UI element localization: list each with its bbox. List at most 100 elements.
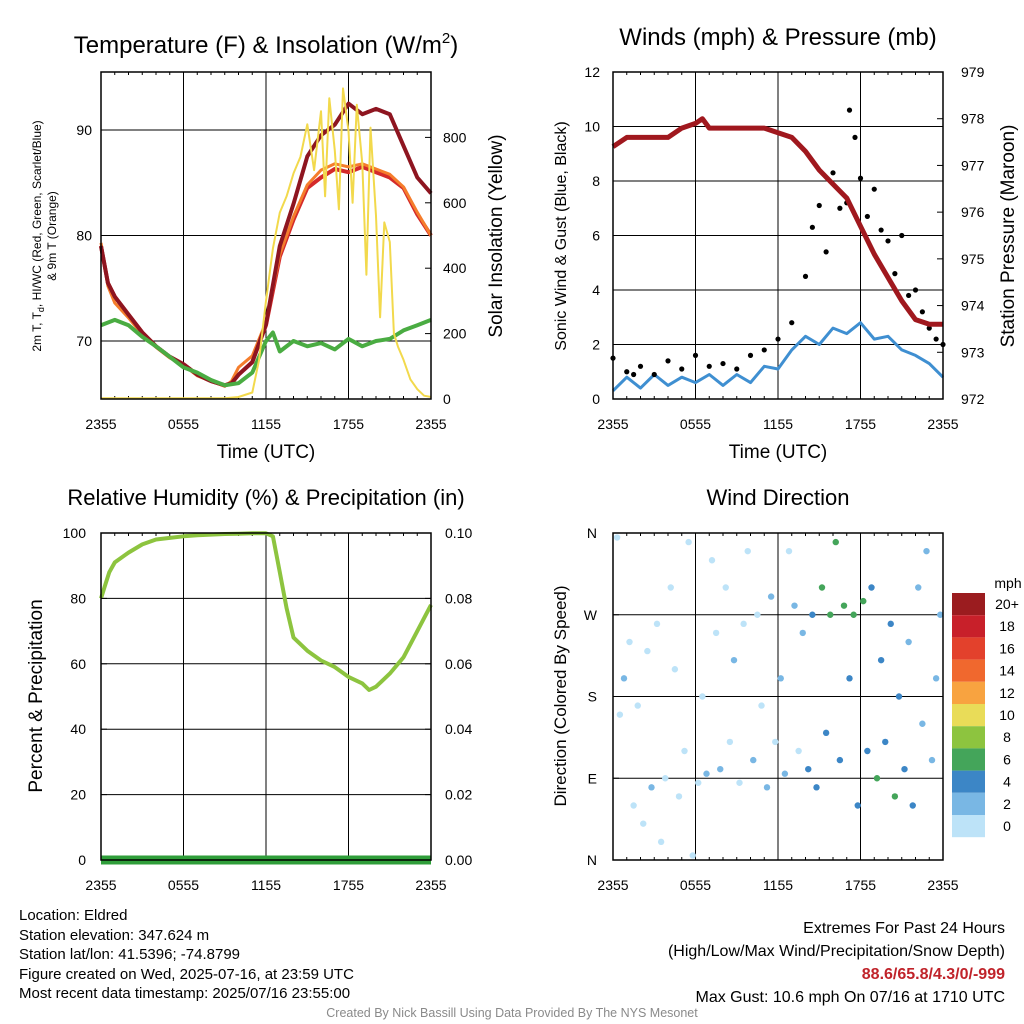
chart-title: Temperature (F) & Insolation (W/m2) bbox=[74, 30, 458, 59]
x-tick-label: 2355 bbox=[85, 416, 116, 432]
gust-point bbox=[747, 352, 754, 358]
direction-point bbox=[840, 602, 848, 609]
x-tick-label: 2355 bbox=[597, 416, 628, 432]
legend-swatch bbox=[952, 815, 985, 838]
direction-point bbox=[648, 784, 655, 791]
direction-point bbox=[630, 802, 637, 809]
y-left-tick-label: 12 bbox=[584, 64, 600, 80]
x-tick-label: 1155 bbox=[763, 877, 793, 893]
direction-point bbox=[827, 611, 834, 618]
direction-point bbox=[634, 702, 641, 709]
direction-point bbox=[928, 756, 936, 764]
y-right-tick-label: 975 bbox=[961, 251, 985, 267]
y-right-tick-label: 0.08 bbox=[445, 590, 472, 606]
y-tick-label: W bbox=[584, 607, 598, 623]
y-right-tick-label: 976 bbox=[961, 204, 985, 220]
y-right-tick-label: 0.02 bbox=[445, 787, 472, 803]
x-tick-label: 1155 bbox=[251, 877, 281, 893]
y-left-tick-label: 70 bbox=[76, 333, 92, 349]
gust-point bbox=[789, 320, 795, 326]
y-right-tick-label: 0 bbox=[443, 391, 451, 407]
y-axis-label: Percent & Precipitation bbox=[26, 599, 47, 792]
direction-point bbox=[919, 720, 926, 727]
legend-swatch bbox=[952, 770, 985, 793]
gust-point bbox=[631, 371, 637, 378]
direction-point bbox=[726, 738, 734, 746]
gust-point bbox=[706, 363, 712, 369]
direction-point bbox=[613, 534, 621, 541]
legend-swatch bbox=[952, 681, 985, 704]
direction-point bbox=[877, 656, 885, 664]
winds-pressure-panel: 0 2 4 6 8 10 12 972 973 974 975 976 977 978 979 2355 055… bbox=[553, 24, 1019, 463]
x-tick-label: 0555 bbox=[168, 877, 199, 893]
legend-title: mph bbox=[994, 575, 1021, 591]
direction-point bbox=[860, 597, 867, 605]
direction-point bbox=[695, 779, 702, 786]
gust-point bbox=[906, 292, 912, 299]
x-tick-label: 2355 bbox=[85, 877, 116, 893]
direction-point bbox=[616, 711, 624, 718]
direction-point bbox=[909, 802, 916, 809]
direction-point bbox=[708, 557, 716, 564]
pressure-line bbox=[611, 116, 943, 327]
direction-point bbox=[915, 584, 922, 591]
direction-point bbox=[767, 593, 775, 600]
gust-point bbox=[899, 232, 905, 239]
direction-point bbox=[653, 620, 661, 628]
gust-point bbox=[837, 205, 843, 211]
direction-point bbox=[850, 611, 857, 618]
extremes-summary: Extremes For Past 24 Hours (High/Low/Max… bbox=[668, 917, 1005, 1009]
x-axis-label: Time (UTC) bbox=[729, 442, 828, 463]
gust-point bbox=[775, 336, 781, 342]
y-right-tick-label: 974 bbox=[961, 298, 985, 314]
direction-point bbox=[891, 793, 899, 800]
x-axis-label: Time (UTC) bbox=[217, 442, 316, 463]
credit-line: Created By Nick Bassill Using Data Provi… bbox=[326, 1006, 698, 1020]
y-right-tick-label: 979 bbox=[961, 64, 985, 80]
x-tick-label: 2355 bbox=[927, 877, 958, 893]
direction-point bbox=[758, 702, 765, 709]
direction-point bbox=[854, 802, 861, 809]
direction-point bbox=[895, 693, 903, 700]
direction-point bbox=[763, 784, 771, 791]
gust-point bbox=[692, 352, 699, 358]
legend-label: 16 bbox=[999, 640, 1015, 656]
y-left-tick-label: 80 bbox=[76, 228, 92, 244]
x-tick-label: 1755 bbox=[845, 416, 876, 432]
direction-point bbox=[626, 638, 633, 646]
direction-point bbox=[785, 547, 793, 555]
x-tick-label: 1155 bbox=[251, 416, 281, 432]
x-tick-label: 1155 bbox=[763, 416, 793, 432]
legend-label: 8 bbox=[1003, 729, 1011, 745]
legend-swatch bbox=[952, 659, 985, 682]
direction-point bbox=[754, 611, 761, 618]
x-tick-label: 2355 bbox=[415, 877, 446, 893]
direction-point bbox=[923, 547, 930, 555]
gust-point bbox=[926, 325, 932, 331]
y-right-tick-label: 200 bbox=[443, 326, 467, 342]
y-left-tick-label: 20 bbox=[70, 787, 86, 803]
y-left-tick-label: 0 bbox=[78, 852, 86, 868]
direction-point bbox=[813, 784, 820, 791]
station-elevation: Station elevation: 347.624 m bbox=[19, 926, 210, 944]
gust-point bbox=[734, 366, 740, 372]
y-right-tick-label: 978 bbox=[961, 111, 985, 127]
station-info: Location: Eldred Station elevation: 347.… bbox=[19, 906, 354, 1004]
y-left-tick-label: 40 bbox=[70, 721, 86, 737]
legend-swatch bbox=[952, 615, 985, 638]
direction-point bbox=[712, 629, 720, 637]
series-line-hi-wc bbox=[99, 101, 433, 388]
extremes-subtitle: (High/Low/Max Wind/Precipitation/Snow De… bbox=[667, 943, 1005, 960]
direction-point bbox=[901, 765, 908, 773]
legend-swatch bbox=[952, 593, 985, 616]
x-tick-label: 2355 bbox=[415, 416, 446, 432]
gust-point bbox=[933, 336, 939, 342]
y-right-tick-label: 972 bbox=[961, 391, 985, 407]
x-tick-label: 1755 bbox=[333, 877, 364, 893]
y-right-tick-label: 0.00 bbox=[445, 852, 472, 868]
chart-title: Relative Humidity (%) & Precipitation (i… bbox=[67, 485, 464, 510]
legend-label: 12 bbox=[999, 685, 1015, 701]
y-right-tick-label: 973 bbox=[961, 344, 985, 360]
direction-point bbox=[772, 738, 779, 746]
